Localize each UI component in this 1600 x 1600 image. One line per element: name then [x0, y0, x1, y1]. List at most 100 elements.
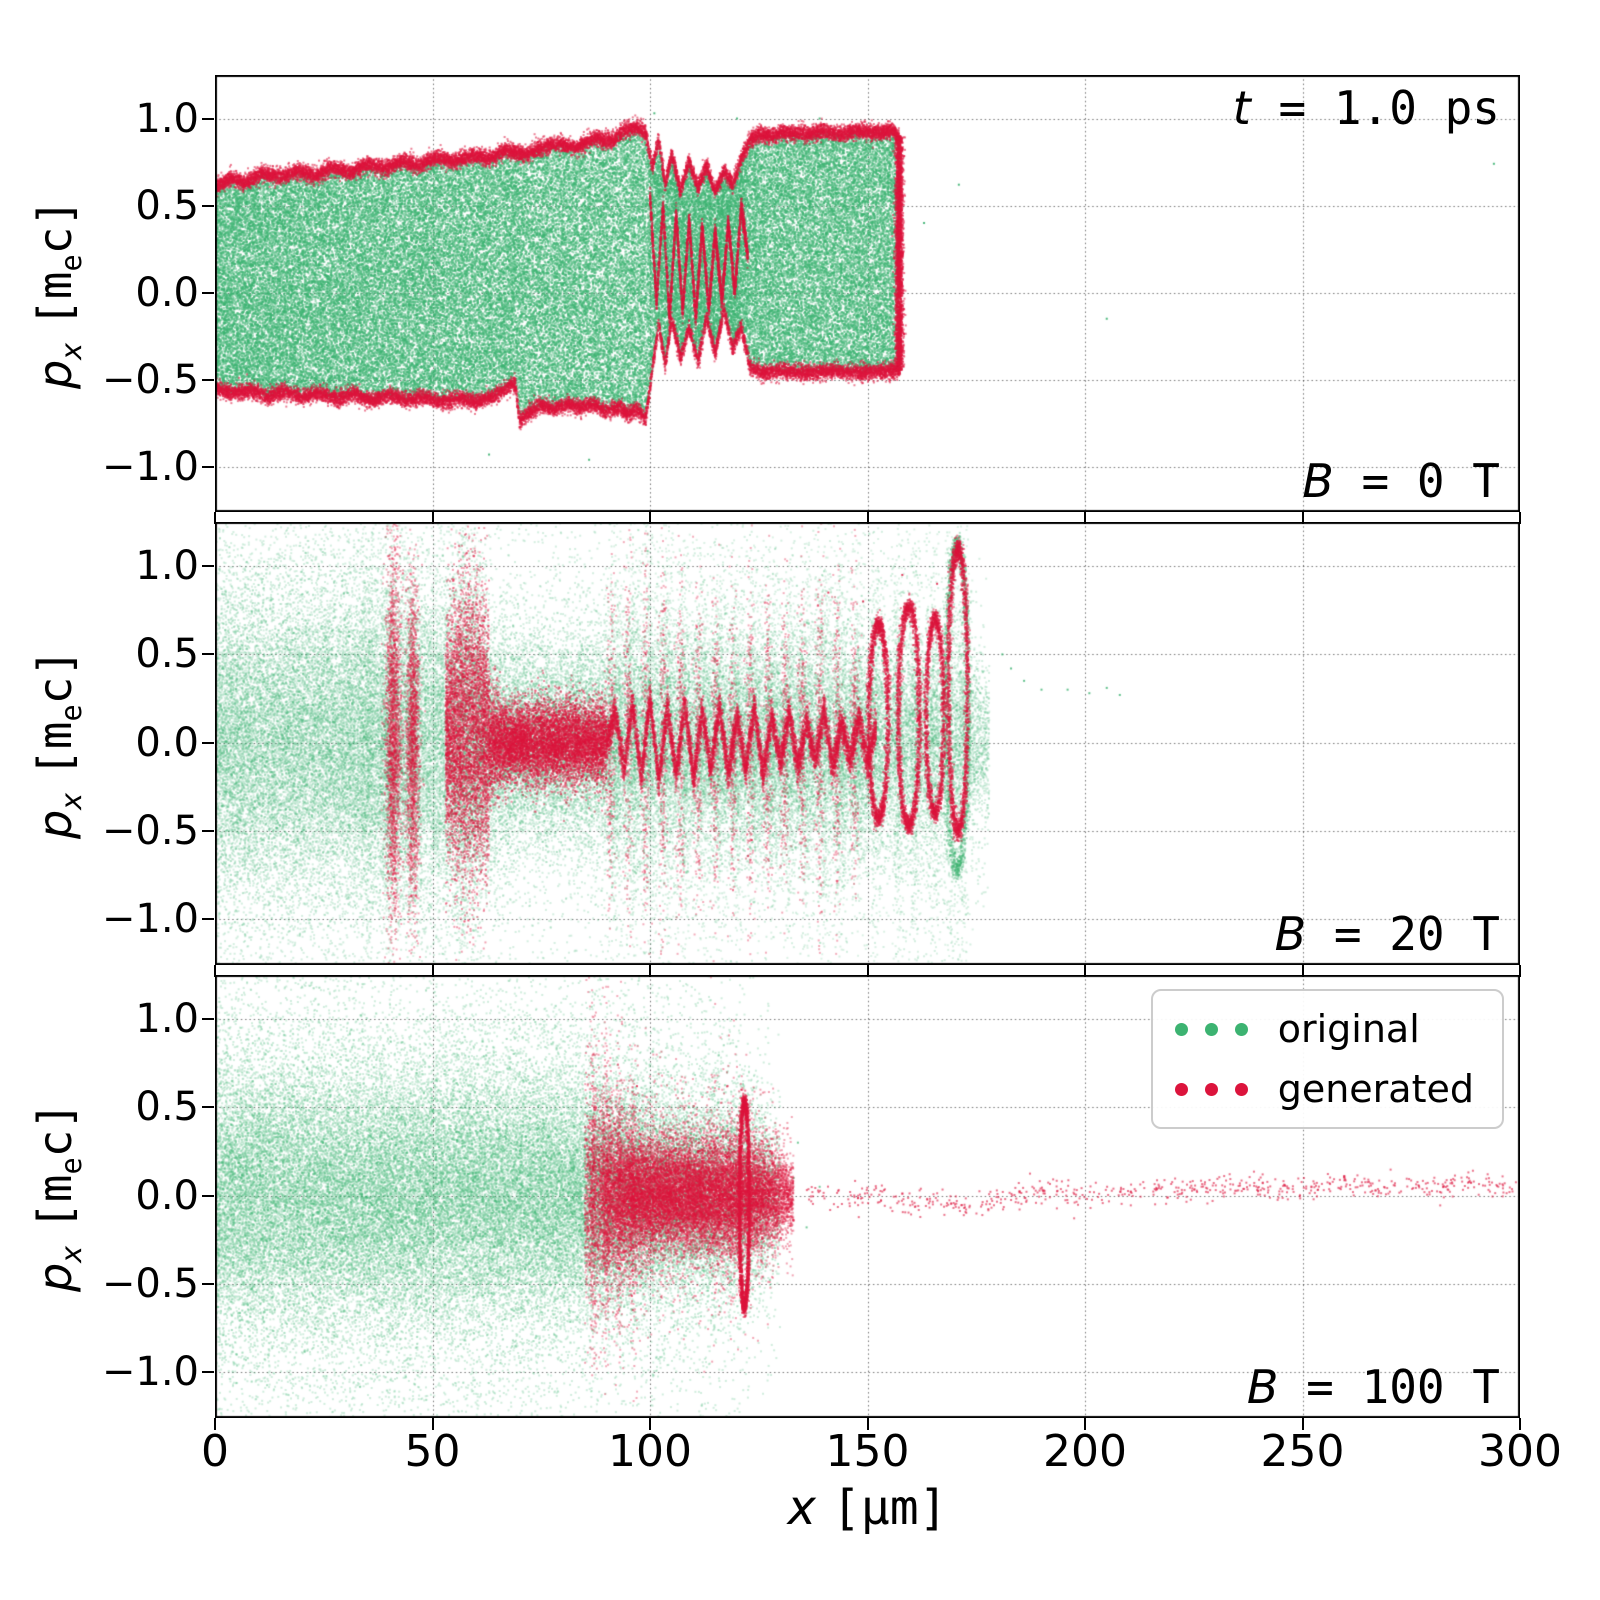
- y-tick-mark: [202, 291, 214, 294]
- legend-dot-icon: [1204, 1082, 1218, 1096]
- b-value: = 100 T: [1278, 1360, 1500, 1414]
- y-tick-mark: [202, 1282, 214, 1285]
- panel-annotation-b100: B = 100 T: [1247, 1360, 1500, 1414]
- ylabel-unit: [m: [27, 271, 82, 327]
- y-tick-mark: [202, 378, 214, 381]
- y-tick-label: 0.0: [135, 1172, 199, 1219]
- x-tick-mark: [649, 1418, 651, 1430]
- y-tick-label: −0.5: [101, 807, 199, 854]
- y-tick-label: 1.0: [135, 95, 199, 142]
- b-symbol: B: [1246, 1360, 1279, 1414]
- y-tick-label: 0.5: [135, 182, 199, 229]
- y-tick-label: 0.0: [135, 269, 199, 316]
- y-tick-label: −1.0: [101, 443, 199, 490]
- y-tick-mark: [202, 829, 214, 832]
- x-tick-label: 50: [404, 1426, 461, 1477]
- x-tick-mark: [1519, 965, 1521, 977]
- x-tick-mark: [866, 512, 869, 524]
- x-tick-mark: [649, 512, 651, 524]
- ylabel-symbol: p: [27, 809, 82, 839]
- ylabel-unit-sub: e: [55, 703, 89, 722]
- ylabel-unit-post: c]: [27, 648, 82, 704]
- y-tick-mark: [202, 741, 214, 744]
- x-tick-mark: [1084, 512, 1086, 524]
- x-tick-mark: [431, 512, 434, 524]
- panel-b0: px [mec] t = 1.0 ps B = 0 T 1.0 0.5 0.0 −0.5…: [28, 75, 1521, 524]
- x-tick-mark: [431, 965, 434, 977]
- ylabel-unit-post: c]: [27, 198, 82, 254]
- y-tick-label: −0.5: [101, 1260, 199, 1307]
- legend-item-generated: generated: [1174, 1067, 1474, 1111]
- y-tick-label: 0.5: [135, 1084, 199, 1131]
- ylabel-unit-sub: e: [55, 253, 89, 272]
- x-tick-mark: [214, 965, 216, 977]
- legend-dot-icon: [1234, 1022, 1248, 1036]
- y-axis-label: px [mec]: [28, 1101, 88, 1291]
- x-tick-mark: [1519, 1418, 1521, 1430]
- panel-b100: px[mec] B = 100 T original generated 1: [28, 975, 1521, 1430]
- time-symbol: t: [1232, 81, 1251, 135]
- ylabel-unit: [m: [27, 721, 82, 777]
- y-tick-mark: [202, 918, 214, 921]
- x-tick-label: 250: [1260, 1426, 1345, 1477]
- legend-marker-generated: [1174, 1082, 1248, 1096]
- y-tick-mark: [202, 465, 214, 468]
- time-annotation: t = 1.0 ps: [1233, 81, 1500, 135]
- y-tick-mark: [202, 565, 214, 568]
- legend-dot-icon: [1174, 1082, 1188, 1096]
- x-tick-mark: [866, 965, 869, 977]
- legend-dot-icon: [1174, 1022, 1188, 1036]
- xlabel-symbol: x: [787, 1480, 816, 1536]
- y-tick-label: −1.0: [101, 896, 199, 943]
- legend-item-original: original: [1174, 1007, 1474, 1051]
- y-tick-mark: [202, 1194, 214, 1197]
- y-tick-label: 1.0: [135, 996, 199, 1043]
- y-tick-mark: [202, 1106, 214, 1109]
- ylabel-symbol-sub: x: [55, 792, 89, 810]
- x-tick-label: 150: [825, 1426, 910, 1477]
- y-tick-label: 0.0: [135, 719, 199, 766]
- x-tick-mark: [431, 1418, 434, 1430]
- b-value: = 20 T: [1306, 907, 1500, 961]
- x-tick-label: 0: [201, 1426, 229, 1477]
- y-tick-mark: [202, 117, 214, 120]
- x-tick-label: 100: [608, 1426, 692, 1477]
- x-tick-mark: [214, 512, 216, 524]
- x-tick-label: 300: [1478, 1426, 1562, 1477]
- panel-b20: px [mec] B = 20 T 1.0 0.5 0.0 −0.5 −1.0: [28, 522, 1521, 977]
- y-tick-mark: [202, 653, 214, 656]
- ylabel-unit-sub: e: [55, 1156, 89, 1175]
- y-tick-mark: [202, 1371, 214, 1374]
- x-tick-mark: [1301, 1418, 1304, 1430]
- time-value: = 1.0 ps: [1250, 81, 1500, 135]
- y-tick-label: −0.5: [101, 356, 199, 403]
- ylabel-symbol-sub: x: [55, 342, 89, 360]
- legend-label-generated: generated: [1277, 1067, 1474, 1111]
- x-tick-mark: [649, 965, 651, 977]
- y-tick-label: 0.5: [135, 631, 199, 678]
- ylabel-symbol: p: [27, 359, 82, 389]
- x-tick-mark: [1301, 512, 1304, 524]
- x-tick-mark: [1084, 1418, 1086, 1430]
- ylabel-unit: [m: [27, 1174, 82, 1230]
- legend-label-original: original: [1277, 1007, 1420, 1051]
- legend-dot-icon: [1204, 1022, 1218, 1036]
- scatter-canvas-b20: [215, 522, 1520, 965]
- scatter-canvas-b0: [215, 75, 1520, 512]
- y-tick-label: −1.0: [101, 1349, 199, 1396]
- ylabel-symbol-sub: x: [55, 1245, 89, 1263]
- ylabel-unit-post: c]: [27, 1101, 82, 1157]
- legend-dot-icon: [1234, 1082, 1248, 1096]
- x-tick-mark: [214, 1418, 216, 1430]
- x-axis-label: x [μm]: [215, 1480, 1520, 1536]
- y-tick-mark: [202, 1018, 214, 1021]
- legend-marker-original: [1174, 1022, 1248, 1036]
- x-tick-mark: [1084, 965, 1086, 977]
- xlabel-unit: [μm]: [831, 1480, 948, 1536]
- b-value: = 0 T: [1333, 454, 1500, 508]
- legend: original generated: [1150, 989, 1504, 1129]
- x-tick-label: 200: [1043, 1426, 1127, 1477]
- y-tick-label: 1.0: [135, 543, 199, 590]
- ylabel-symbol: p: [27, 1262, 82, 1292]
